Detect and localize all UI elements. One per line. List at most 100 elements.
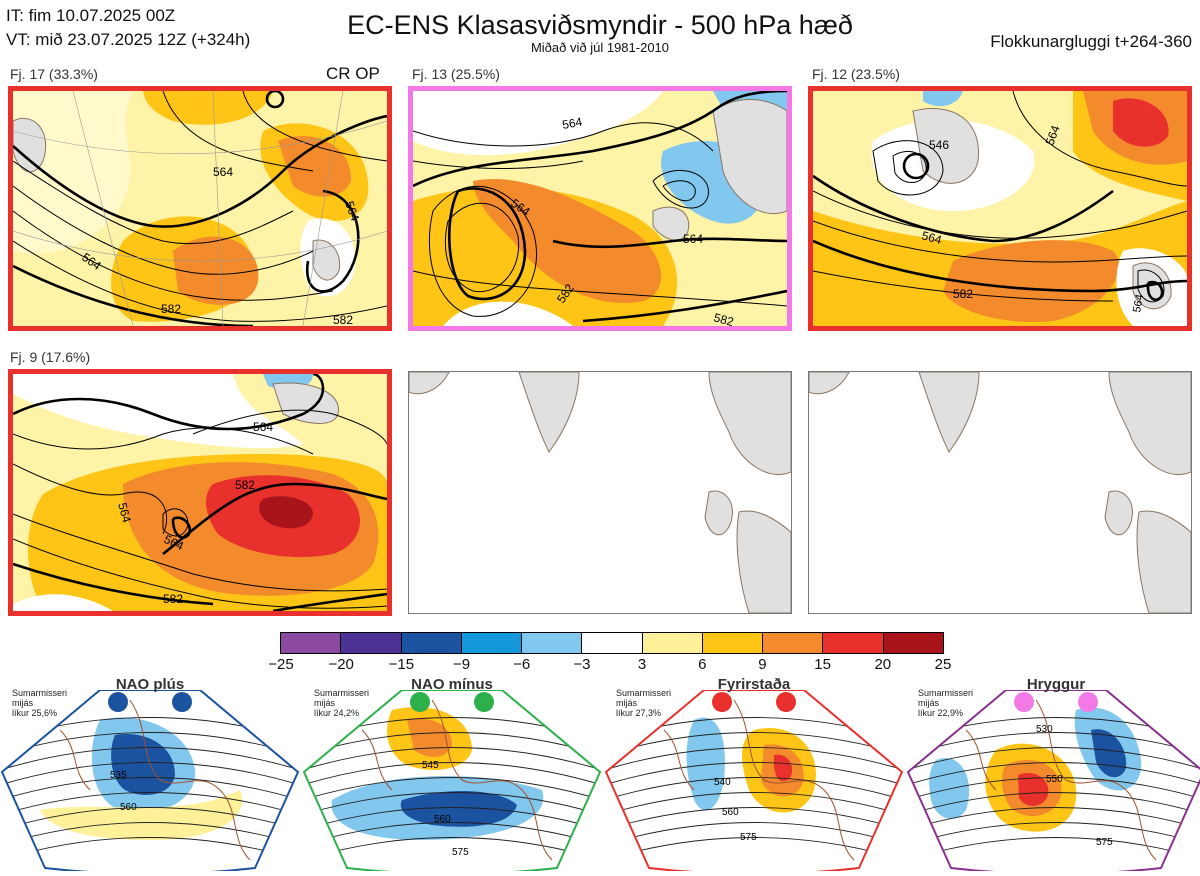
height-contour [304,762,600,786]
height-contour [908,837,1200,861]
panel-2-label: Fj. 13 (25.5%) [412,66,500,82]
colorbar-swatch [883,633,943,653]
regime-note: Sumarmisseri mijás líkur 24,2% [314,688,369,718]
height-contour [908,762,1200,786]
contour-label: 582 [712,310,735,326]
height-contour [2,777,298,801]
height-contour [908,732,1200,756]
regime-contour-label: 560 [120,802,137,813]
height-contour [606,792,902,816]
regime-note-line: líkur 22,9% [918,708,964,718]
regime-dot-icon [1078,692,1098,712]
regime-contour-label: 560 [434,814,451,825]
coastline [361,699,553,861]
contour-label: 546 [929,138,949,152]
height-contour [304,777,600,801]
regime-title: NAO mínus [411,676,493,693]
anomaly-shading [1018,772,1049,806]
cluster-map-4[interactable]: 564 564 564 582 582 ​ [8,369,392,616]
regime-dot-icon [108,692,128,712]
colorbar-tick-label: −20 [328,656,354,673]
height-contour [908,807,1200,831]
regime-note: Sumarmisseri mijás líkur 27,3% [616,688,671,718]
height-contour [606,777,902,801]
contour-label: 582 [163,592,183,606]
regime-map[interactable]: 535 560 [0,689,300,875]
anomaly-shading [40,790,243,840]
colorbar-tick-label: −9 [452,656,471,673]
cluster-map-3[interactable]: 546 564 564 582 564 [808,86,1192,331]
colorbar-swatch [642,633,703,653]
regime-note-line: mijás [616,698,638,708]
height-contour [606,837,902,861]
empty-map-6 [808,371,1192,614]
empty-map-5 [408,371,792,614]
regime-dot-icon [776,692,796,712]
regime-title: Hryggur [1026,676,1086,693]
contour-label: 564 [342,199,362,223]
colorbar-tick-label: −3 [573,656,591,673]
regime-title: NAO plús [115,676,185,693]
height-contour [606,822,902,846]
regime-note-line: Sumarmisseri [12,688,68,698]
regime-dot-icon [712,692,732,712]
height-contour [2,837,298,861]
height-contour [908,777,1200,801]
height-contour [2,822,298,846]
regime-contour-label: 575 [1096,837,1113,848]
colorbar-tick-label: 15 [814,656,831,673]
regime-dot-icon [172,692,192,712]
colorbar-swatch [522,633,583,653]
contour-label: 582 [161,302,181,316]
regime-contour-label: 575 [740,832,757,843]
control-run-marker: CR OP [326,64,380,83]
classification-window: Flokkunargluggi t+264-360 [990,32,1192,51]
colorbar-tick-label: 6 [698,656,707,673]
height-contour [606,732,902,756]
colorbar-swatch [763,633,824,653]
contour-label: 582 [235,478,255,492]
regime-map[interactable]: 530 550 575 [906,689,1200,875]
regime-note-line: mijás [12,698,34,708]
anomaly-shading [773,754,793,782]
regime-contour-label: 540 [714,777,731,788]
regime-dot-icon [474,692,494,712]
contour-label: 582 [333,313,353,326]
colorbar-swatch [702,633,764,653]
anomaly-shading [111,734,175,795]
regime-note: Sumarmisseri mijás líkur 25,6% [12,688,67,718]
colorbar-swatch [401,633,462,653]
regime-contour-label: 575 [452,847,469,858]
regime-contour-label: 535 [110,770,127,781]
colorbar-tick-label: 25 [934,656,952,673]
regime-title: Fyrirstaða [717,676,791,693]
coastline [59,699,251,861]
cluster-map-1[interactable]: 564 564 564 582 582 [8,86,392,331]
anomaly-shading [400,790,517,827]
regime-note-line: líkur 25,6% [12,708,58,718]
contour-label: 564 [683,232,703,246]
height-contour [908,792,1200,816]
contour-label: 564 [920,228,943,247]
height-contour [304,807,600,831]
coastline [965,699,1157,861]
contour-label: 564 [561,115,583,132]
panel-3-label: Fj. 12 (23.5%) [812,66,900,82]
regime-dot-icon [410,692,430,712]
contour-label: 564 [213,165,233,179]
colorbar-tick-label: −6 [513,656,531,673]
height-contour [2,807,298,831]
height-contour [304,837,600,861]
colorbar-swatch [341,633,402,653]
regime-note-line: Sumarmisseri [616,688,672,698]
height-contour [304,732,600,756]
regime-note-line: mijás [314,698,336,708]
regime-note-line: líkur 27,3% [616,708,662,718]
height-contour [908,822,1200,846]
colorbar-tick-label: 3 [637,656,647,673]
anomaly-colorbar [280,632,944,654]
regime-map[interactable]: 545 560 575 [302,689,602,875]
colorbar-swatch [823,633,884,653]
coastline [663,699,855,861]
cluster-map-2[interactable]: 564 564 564 582 582 [408,86,792,331]
